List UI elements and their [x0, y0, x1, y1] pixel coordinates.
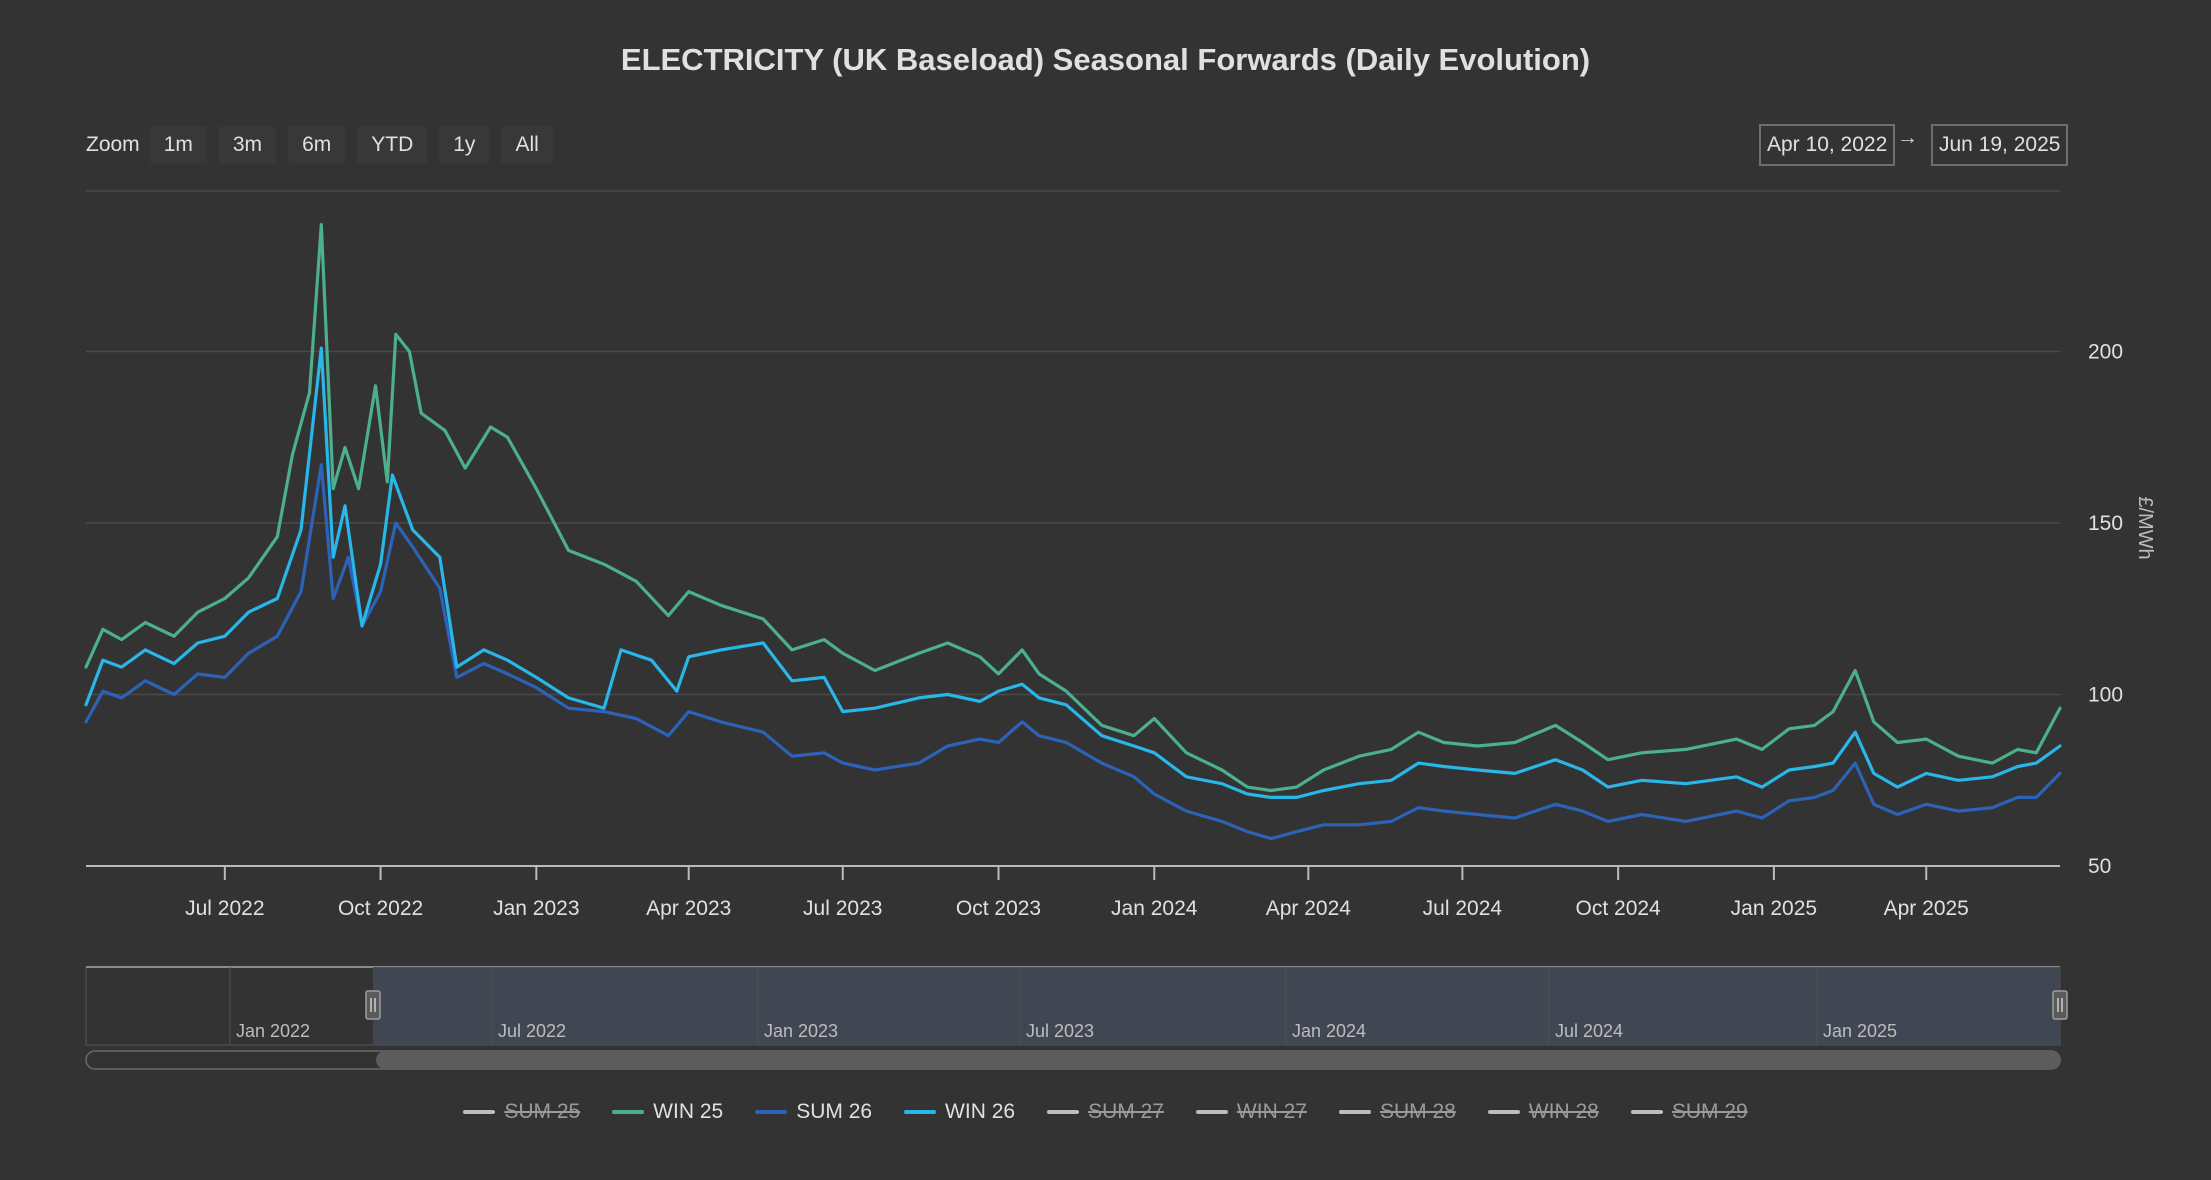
- zoom-1m-button[interactable]: 1m: [149, 126, 207, 164]
- legend-label: SUM 28: [1379, 1100, 1456, 1123]
- x-tick-label-apr-2024: Apr 2024: [1266, 897, 1352, 920]
- x-tick-label-jul-2022: Jul 2022: [185, 897, 264, 920]
- y-tick-label-100: 100: [2088, 684, 2123, 707]
- axis-layer: 50 100 150 200 Jul 2022 Oct 2022 Jan 2023 Apr 2…: [86, 341, 2156, 920]
- legend-label: SUM 26: [796, 1100, 873, 1123]
- zoom-6m-button[interactable]: 6m: [288, 126, 346, 164]
- navigator-label-jul-2022: Jul 2022: [498, 1021, 566, 1041]
- x-tick-label-jan-2023: Jan 2023: [493, 897, 579, 920]
- navigator-label-jan-2022: Jan 2022: [236, 1021, 310, 1041]
- navigator-right-handle[interactable]: [2052, 990, 2068, 1020]
- zoom-controls: Zoom 1m 3m 6m YTD 1y All: [86, 125, 565, 165]
- navigator-label-jan-2024: Jan 2024: [1292, 1021, 1366, 1041]
- y-tick-label-200: 200: [2088, 341, 2123, 364]
- legend-label: SUM 27: [1088, 1100, 1164, 1123]
- range-arrow: →: [1897, 126, 1918, 149]
- x-tick-label-jul-2023: Jul 2023: [803, 897, 882, 920]
- legend-swatch: [463, 1110, 496, 1114]
- y-tick-label-50: 50: [2088, 855, 2111, 878]
- x-tick-label-jan-2024: Jan 2024: [1111, 897, 1198, 920]
- legend-label: WIN 26: [945, 1100, 1016, 1123]
- handle-body[interactable]: [365, 990, 381, 1020]
- grid-layer: [86, 190, 2060, 696]
- legend-item-win-25[interactable]: WIN 25: [612, 1100, 723, 1124]
- navigator-label-jan-2023: Jan 2023: [764, 1021, 838, 1041]
- series-line-win-26[interactable]: [84, 346, 2062, 799]
- series-line-win-25[interactable]: [84, 223, 2062, 793]
- legend-item-sum-27[interactable]: SUM 27: [1047, 1100, 1164, 1124]
- legend-swatch: [1338, 1110, 1371, 1114]
- zoom-all-button[interactable]: All: [501, 126, 553, 164]
- navigator-label-jul-2023: Jul 2023: [1026, 1021, 1094, 1041]
- series-line-sum-26[interactable]: [84, 463, 2062, 841]
- zoom-label: Zoom: [86, 133, 140, 156]
- series-layer: [84, 223, 2062, 841]
- legend-item-sum-29[interactable]: SUM 29: [1630, 1100, 1748, 1124]
- legend-label: SUM 25: [504, 1100, 581, 1123]
- legend-item-sum-28[interactable]: SUM 28: [1338, 1100, 1456, 1124]
- legend-item-win-28[interactable]: WIN 28: [1487, 1100, 1599, 1124]
- navigator-selected-range[interactable]: [373, 967, 2060, 1045]
- legend-item-win-26[interactable]: WIN 26: [904, 1100, 1015, 1124]
- chart-svg: 50 100 150 200 Jul 2022 Oct 2022 Jan 2023 Apr 2…: [84, 190, 2156, 1070]
- legend: SUM 25 WIN 25 SUM 26 WIN 26 SUM 27 WIN 27 SUM …: [0, 1100, 2211, 1124]
- x-tick-label-jul-2024: Jul 2024: [1423, 897, 1503, 920]
- range-to-input[interactable]: Jun 19, 2025: [1931, 124, 2069, 166]
- x-tick-label-oct-2022: Oct 2022: [338, 897, 423, 920]
- navigator-label-jan-2025: Jan 2025: [1823, 1021, 1897, 1041]
- legend-label: SUM 29: [1671, 1100, 1748, 1123]
- legend-item-sum-26[interactable]: SUM 26: [755, 1100, 872, 1124]
- legend-swatch: [1487, 1110, 1520, 1114]
- legend-item-sum-25[interactable]: SUM 25: [463, 1100, 580, 1124]
- navigator[interactable]: Jan 2022 Jul 2022 Jan 2023 Jul 2023 Jan 2024…: [85, 966, 2068, 1070]
- zoom-3m-button[interactable]: 3m: [218, 126, 277, 164]
- legend-swatch: [755, 1110, 788, 1114]
- y-axis-title: £/MWh: [2134, 496, 2156, 559]
- navigator-left-handle[interactable]: [365, 990, 381, 1020]
- chart-title: ELECTRICITY (UK Baseload) Seasonal Forwa…: [620, 42, 1591, 77]
- y-tick-label-150: 150: [2088, 512, 2123, 535]
- handle-body[interactable]: [2052, 990, 2068, 1020]
- range-from-input[interactable]: Apr 10, 2022: [1759, 124, 1896, 166]
- legend-label: WIN 25: [653, 1100, 724, 1123]
- legend-item-win-27[interactable]: WIN 27: [1195, 1100, 1307, 1124]
- legend-swatch: [1047, 1110, 1080, 1114]
- legend-swatch: [1630, 1110, 1663, 1114]
- x-tick-label-jan-2025: Jan 2025: [1731, 897, 1817, 920]
- navigator-label-jul-2024: Jul 2024: [1555, 1021, 1623, 1041]
- x-tick-label-apr-2023: Apr 2023: [646, 897, 731, 920]
- scrollbar-thumb[interactable]: [376, 1051, 2060, 1069]
- legend-swatch: [1195, 1110, 1228, 1114]
- zoom-1y-button[interactable]: 1y: [439, 126, 490, 164]
- x-tick-label-oct-2024: Oct 2024: [1576, 897, 1662, 920]
- legend-swatch: [904, 1110, 937, 1114]
- legend-label: WIN 27: [1236, 1100, 1307, 1123]
- x-tick-label-oct-2023: Oct 2023: [956, 897, 1041, 920]
- legend-label: WIN 28: [1528, 1100, 1599, 1123]
- zoom-ytd-button[interactable]: YTD: [357, 126, 428, 164]
- x-tick-label-apr-2025: Apr 2025: [1884, 897, 1969, 920]
- legend-swatch: [612, 1110, 645, 1114]
